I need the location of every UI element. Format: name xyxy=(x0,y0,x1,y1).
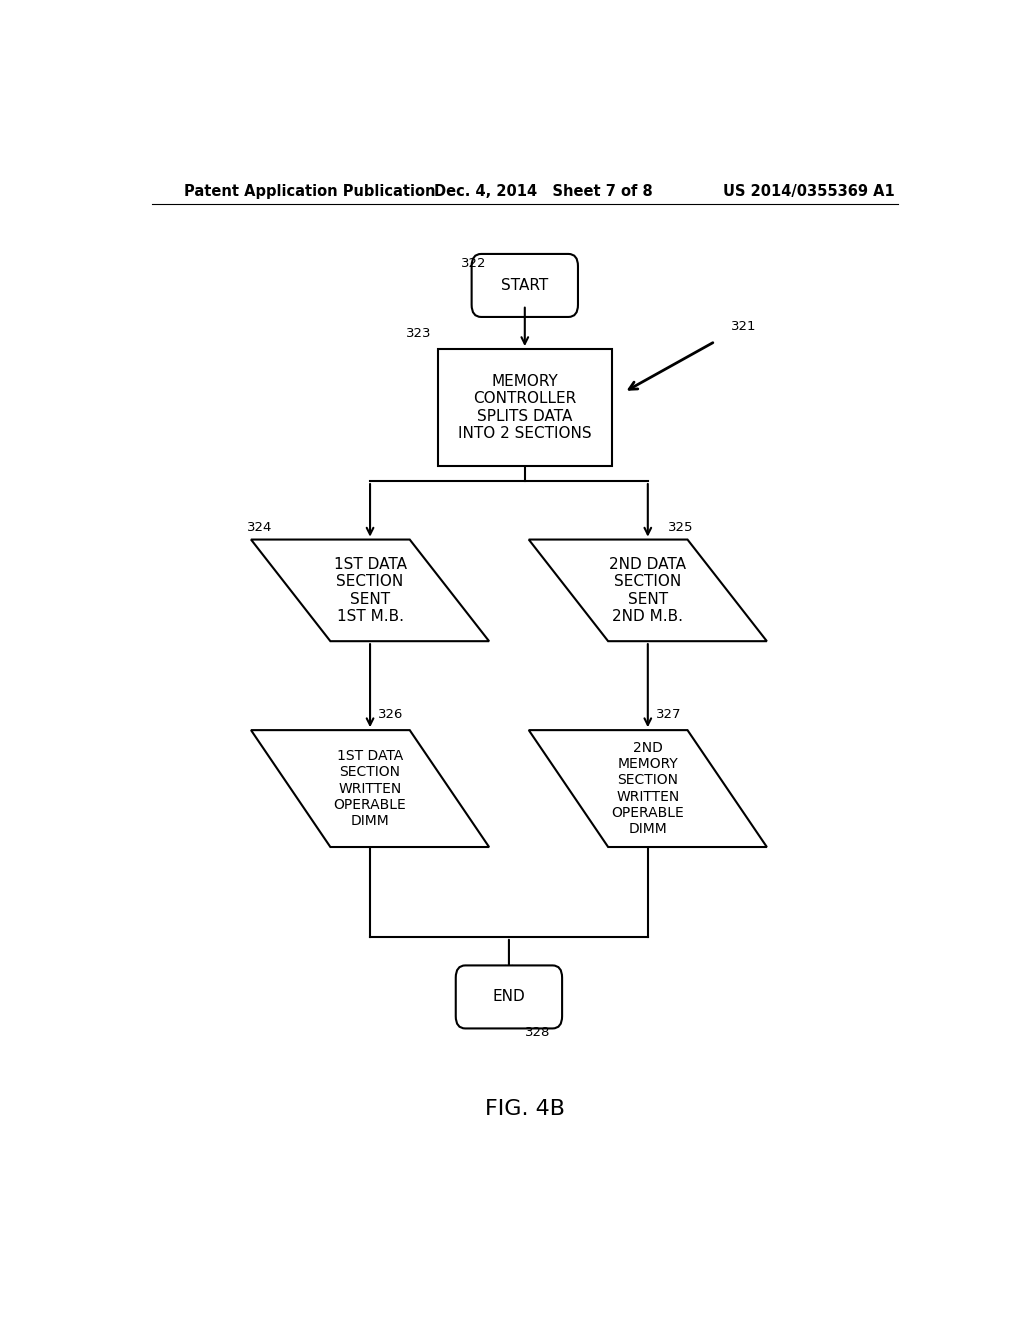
Text: US 2014/0355369 A1: US 2014/0355369 A1 xyxy=(723,183,895,199)
Text: 326: 326 xyxy=(378,709,403,721)
Text: Dec. 4, 2014   Sheet 7 of 8: Dec. 4, 2014 Sheet 7 of 8 xyxy=(433,183,652,199)
Text: FIG. 4B: FIG. 4B xyxy=(484,1098,565,1119)
Text: Patent Application Publication: Patent Application Publication xyxy=(183,183,435,199)
Text: 322: 322 xyxy=(461,256,486,269)
Text: 323: 323 xyxy=(406,327,431,341)
Text: 1ST DATA
SECTION
WRITTEN
OPERABLE
DIMM: 1ST DATA SECTION WRITTEN OPERABLE DIMM xyxy=(334,750,407,828)
FancyBboxPatch shape xyxy=(472,253,578,317)
Polygon shape xyxy=(528,540,767,642)
Text: END: END xyxy=(493,990,525,1005)
Text: 2ND
MEMORY
SECTION
WRITTEN
OPERABLE
DIMM: 2ND MEMORY SECTION WRITTEN OPERABLE DIMM xyxy=(611,741,684,836)
FancyBboxPatch shape xyxy=(456,965,562,1028)
Polygon shape xyxy=(528,730,767,847)
Text: 324: 324 xyxy=(247,521,272,533)
Text: 1ST DATA
SECTION
SENT
1ST M.B.: 1ST DATA SECTION SENT 1ST M.B. xyxy=(334,557,407,624)
Text: 2ND DATA
SECTION
SENT
2ND M.B.: 2ND DATA SECTION SENT 2ND M.B. xyxy=(609,557,686,624)
Bar xyxy=(437,348,612,466)
Text: 321: 321 xyxy=(731,319,757,333)
Text: 325: 325 xyxy=(668,521,693,533)
Text: 327: 327 xyxy=(655,709,681,721)
Text: 328: 328 xyxy=(524,1027,550,1039)
Text: START: START xyxy=(501,279,549,293)
Polygon shape xyxy=(251,730,489,847)
Polygon shape xyxy=(251,540,489,642)
Text: MEMORY
CONTROLLER
SPLITS DATA
INTO 2 SECTIONS: MEMORY CONTROLLER SPLITS DATA INTO 2 SEC… xyxy=(458,374,592,441)
